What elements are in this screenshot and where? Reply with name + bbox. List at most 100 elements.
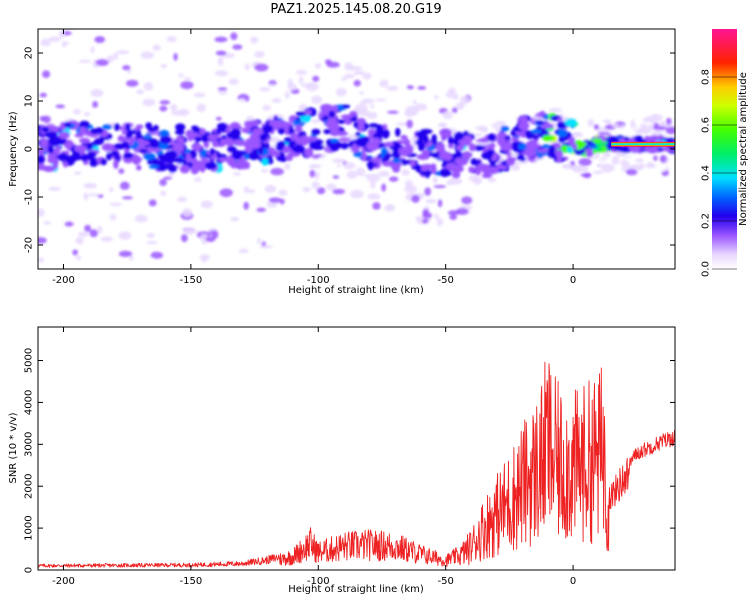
heatmap-cell (495, 120, 507, 127)
heatmap-cell (425, 198, 437, 204)
heatmap-cell (592, 170, 604, 175)
heatmap-cell (400, 134, 408, 140)
heatmap-cell (181, 234, 188, 243)
heatmap-cell (248, 140, 262, 149)
heatmap-cell (177, 196, 188, 203)
heatmap-cell (434, 94, 439, 100)
heatmap-cell (160, 64, 168, 69)
heatmap-cell (201, 133, 209, 143)
heatmap-cell (284, 91, 290, 99)
heatmap-cell (487, 133, 497, 142)
heatmap-cell (248, 151, 260, 161)
heatmap-cell (174, 157, 184, 164)
heatmap-cell (314, 62, 322, 69)
heatmap-cell (341, 103, 351, 109)
heatmap-cell (446, 179, 453, 186)
heatmap-cell (142, 98, 156, 107)
heatmap-cell (183, 77, 192, 81)
colorbar-tick-label: 0.2 (701, 213, 712, 229)
heatmap-cell (455, 208, 469, 215)
heatmap-cell (116, 50, 130, 55)
heatmap-cell (511, 141, 519, 152)
heatmap-cell (311, 128, 321, 136)
heatmap-cell (298, 76, 304, 85)
spectrogram-y-tick-label: -20 (24, 237, 35, 253)
heatmap-cell (121, 129, 128, 135)
colorbar-tick-label: 0.8 (701, 69, 712, 85)
heatmap-cell (212, 140, 219, 148)
heatmap-cell (284, 121, 293, 127)
heatmap-cell (241, 127, 251, 134)
heatmap-cell (395, 122, 410, 126)
heatmap-cell (118, 231, 132, 240)
heatmap-cell (214, 36, 228, 43)
spectrogram-x-tick-label: -100 (307, 275, 330, 286)
colorbar-tick-label: 0.4 (701, 165, 712, 181)
heatmap-cell (63, 121, 72, 128)
heatmap-cell (285, 153, 294, 162)
heatmap-cell (47, 156, 59, 164)
heatmap-cell (647, 161, 654, 168)
heatmap-cell (652, 126, 666, 131)
heatmap-cell (140, 140, 150, 146)
heatmap-cell (369, 104, 375, 109)
heatmap-cell (571, 143, 578, 150)
heatmap-cell (149, 158, 155, 165)
heatmap-cell (183, 227, 196, 235)
heatmap-cell (100, 236, 113, 242)
heatmap-cell (38, 237, 47, 244)
heatmap-cell (186, 153, 192, 163)
heatmap-cell (548, 107, 563, 113)
heatmap-cell (437, 199, 443, 208)
heatmap-cell (409, 159, 416, 167)
heatmap-cell (487, 177, 497, 183)
heatmap-cell (473, 133, 483, 137)
heatmap-cell (260, 245, 273, 249)
heatmap-cell (642, 117, 653, 123)
heatmap-cell (381, 161, 394, 167)
heatmap-cell (451, 107, 458, 113)
heatmap-cell (95, 127, 104, 134)
heatmap-cell (344, 96, 350, 104)
heatmap-cell (455, 145, 465, 151)
heatmap-cell (338, 137, 351, 143)
heatmap-cell (146, 232, 155, 238)
heatmap-cell (174, 129, 185, 135)
colorbar-ticks: 0.0 0.2 0.4 0.6 0.8 (701, 69, 737, 277)
heatmap-cell (65, 155, 76, 164)
heatmap-cell (611, 155, 620, 165)
heatmap-cell (542, 134, 555, 142)
heatmap-cell (259, 133, 268, 142)
heatmap-cell (372, 202, 381, 210)
heatmap-cell (620, 124, 625, 129)
heatmap-cell (628, 126, 640, 131)
heatmap-cell (475, 168, 481, 176)
heatmap-cell (45, 131, 58, 139)
heatmap-cell (649, 135, 661, 142)
heatmap-cell (228, 78, 239, 85)
heatmap-cell (421, 218, 429, 224)
heatmap-cell (405, 105, 419, 115)
heatmap-cell (102, 124, 113, 130)
heatmap-cell (304, 147, 314, 158)
snr-frame (37, 326, 676, 571)
heatmap-cell (163, 176, 173, 180)
heatmap-cell (432, 176, 438, 184)
heatmap-cell (568, 136, 576, 147)
heatmap-cell (341, 76, 347, 82)
heatmap-cell (364, 174, 372, 178)
heatmap-cell (83, 182, 98, 189)
heatmap-cell (90, 88, 104, 98)
heatmap-cell (311, 181, 320, 190)
heatmap-cell (159, 105, 168, 112)
heatmap-cell (367, 128, 377, 135)
heatmap-cell (40, 38, 51, 47)
heatmap-cell (61, 49, 72, 59)
heatmap-cell (350, 189, 364, 199)
heatmap-cell (355, 167, 366, 177)
heatmap-cell (279, 156, 288, 163)
heatmap-cell (232, 44, 243, 50)
heatmap-cell (199, 128, 207, 135)
heatmap-cell (232, 172, 242, 176)
heatmap-cell (401, 169, 410, 176)
